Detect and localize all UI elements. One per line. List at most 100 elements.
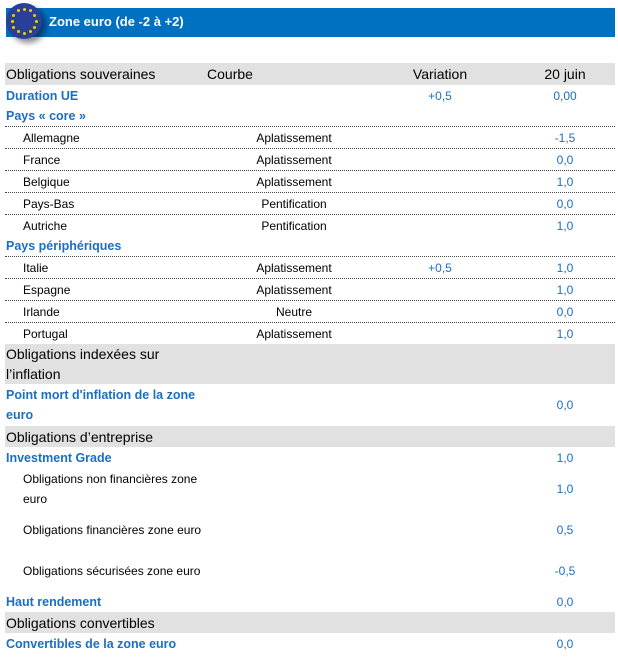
table-row: Autriche Pentification 1,0 (5, 215, 615, 236)
row-value (510, 106, 618, 126)
row-value: 0,0 (556, 398, 574, 412)
row-value: 1,0 (556, 282, 574, 297)
row-value: 0,0 (556, 636, 574, 651)
star-icon (22, 31, 26, 35)
table-row: Point mort d'inflation de la zone euro 0,… (5, 384, 615, 426)
row-curve (215, 612, 373, 633)
row-curve: Aplatissement (256, 152, 332, 167)
row-value: 1,0 (556, 481, 574, 496)
row-curve (215, 591, 373, 612)
table-row: Espagne Aplatissement 1,0 (5, 279, 615, 301)
row-variation (385, 550, 495, 591)
table-row: Haut rendement 0,0 (5, 591, 615, 612)
table-row: Portugal Aplatissement 1,0 (5, 323, 615, 344)
row-label: Espagne (23, 282, 71, 297)
row-label: Irlande (23, 304, 60, 319)
row-value: -1,5 (554, 130, 576, 145)
row-label: Obligations indexées sur l’inflation (6, 346, 160, 382)
row-curve (215, 106, 373, 126)
row-variation (385, 344, 495, 384)
row-label: Allemagne (23, 130, 80, 145)
row-value (510, 236, 618, 256)
banner-title: Zone euro (de -2 à +2) (49, 14, 184, 29)
table-row: Obligations financières zone euro 0,5 (5, 509, 615, 550)
row-curve: Aplatissement (256, 326, 332, 341)
row-variation (385, 426, 495, 447)
star-icon (16, 29, 20, 33)
row-value (510, 344, 618, 384)
table-header: Obligations souveraines Courbe Variation… (5, 63, 615, 85)
row-value: 0,0 (556, 196, 574, 211)
table-row: Irlande Neutre 0,0 (5, 301, 615, 323)
star-icon (10, 19, 14, 23)
row-variation (385, 215, 495, 236)
row-variation (385, 591, 495, 612)
row-curve (215, 468, 373, 509)
header-date: 20 juin (544, 66, 586, 82)
row-variation (385, 193, 495, 214)
row-value: 0,0 (556, 594, 574, 609)
star-icon (16, 9, 20, 13)
table-row: Allemagne Aplatissement -1,5 (5, 127, 615, 149)
table-row: Convertibles de la zone euro 0,0 (5, 633, 615, 654)
row-variation (385, 612, 495, 633)
row-label: Obligations sécurisées zone euro (23, 563, 201, 578)
row-value (510, 426, 618, 447)
row-value: 1,0 (556, 326, 574, 341)
row-variation: +0,5 (428, 260, 452, 275)
row-value: 0,0 (556, 152, 574, 167)
row-variation (385, 236, 495, 256)
table-row: Obligations d’entreprise (5, 426, 615, 447)
header-category: Obligations souveraines (6, 66, 156, 82)
row-label: Obligations d’entreprise (6, 428, 154, 445)
row-value: 0,5 (556, 522, 574, 537)
table-row: Belgique Aplatissement 1,0 (5, 171, 615, 193)
row-variation (385, 447, 495, 468)
row-label: Pays-Bas (23, 196, 75, 211)
row-label: Obligations non financières zone euro (23, 471, 198, 506)
table-row: Obligations convertibles (5, 612, 615, 633)
row-variation: +0,5 (428, 88, 452, 103)
row-curve: Aplatissement (256, 130, 332, 145)
header-variation: Variation (412, 66, 468, 82)
row-variation (385, 171, 495, 192)
row-curve (215, 236, 373, 256)
row-curve: Pentification (261, 218, 327, 233)
row-curve (215, 509, 373, 550)
row-curve: Aplatissement (256, 282, 332, 297)
row-label: Belgique (23, 174, 70, 189)
row-label: Obligations financières zone euro (23, 522, 202, 537)
row-curve: Aplatissement (256, 174, 332, 189)
row-label: Portugal (23, 326, 68, 341)
star-icon (34, 19, 38, 23)
row-variation (385, 509, 495, 550)
table-row: Pays « core » (5, 106, 615, 127)
row-variation (385, 301, 495, 322)
row-curve: Neutre (275, 304, 313, 319)
row-value: 1,0 (556, 218, 574, 233)
row-variation (385, 384, 495, 426)
row-curve (215, 344, 373, 384)
row-label: Pays « core » (6, 109, 86, 123)
header-curve: Courbe (207, 66, 253, 82)
star-icon (22, 7, 26, 11)
table-row: Obligations indexées sur l’inflation (5, 344, 615, 384)
row-label: Autriche (23, 218, 68, 233)
row-curve (215, 384, 373, 426)
table-row: Pays périphériques (5, 236, 615, 257)
row-variation (385, 127, 495, 148)
row-curve: Aplatissement (256, 260, 332, 275)
star-icon (28, 9, 32, 13)
row-value (510, 612, 618, 633)
table-row: Italie Aplatissement +0,5 1,0 (5, 257, 615, 279)
row-label: Investment Grade (6, 450, 112, 465)
row-value: -0,5 (554, 563, 576, 578)
row-label: Obligations convertibles (6, 614, 155, 631)
star-icon (32, 13, 36, 17)
row-variation (385, 106, 495, 126)
row-variation (385, 468, 495, 509)
row-variation (385, 323, 495, 344)
table-row: Duration UE +0,5 0,00 (5, 85, 615, 106)
table-row: Pays-Bas Pentification 0,0 (5, 193, 615, 215)
star-icon (12, 25, 16, 29)
